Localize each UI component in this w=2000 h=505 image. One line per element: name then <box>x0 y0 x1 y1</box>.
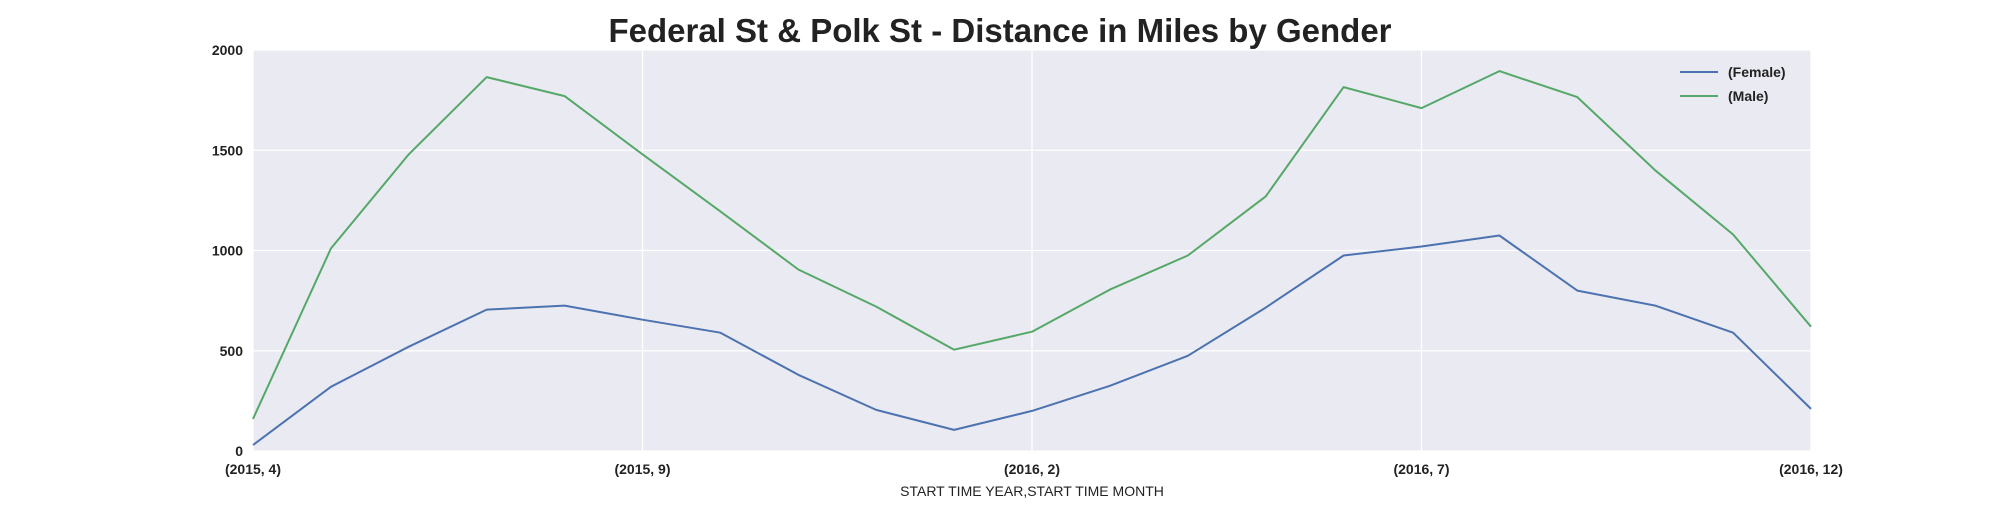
series-lines <box>252 70 1812 446</box>
x-axis-label: START TIME YEAR,START TIME MONTH <box>900 483 1164 499</box>
y-tick-label: 1000 <box>212 243 243 259</box>
legend: (Female) (Male) <box>1680 64 1786 104</box>
grid-lines <box>252 49 1812 452</box>
legend-label: (Female) <box>1728 64 1786 80</box>
x-tick-label: (2016, 2) <box>1004 461 1060 477</box>
y-tick-label: 2000 <box>212 42 243 58</box>
x-tick-label: (2015, 4) <box>225 461 281 477</box>
y-axis-ticks: 0 500 1000 1500 2000 <box>212 42 243 459</box>
x-axis-ticks: (2015, 4) (2015, 9) (2016, 2) (2016, 7) (201… <box>225 461 1843 477</box>
series-line-female <box>252 234 1812 446</box>
y-tick-label: 500 <box>220 343 244 359</box>
y-tick-label: 0 <box>235 443 243 459</box>
x-tick-label: (2016, 12) <box>1779 461 1843 477</box>
x-tick-label: (2016, 7) <box>1393 461 1449 477</box>
series-line-male <box>252 70 1812 420</box>
chart-title: Federal St & Polk St - Distance in Miles… <box>608 12 1391 49</box>
legend-label: (Male) <box>1728 88 1768 104</box>
y-tick-label: 1500 <box>212 142 243 158</box>
x-tick-label: (2015, 9) <box>614 461 670 477</box>
